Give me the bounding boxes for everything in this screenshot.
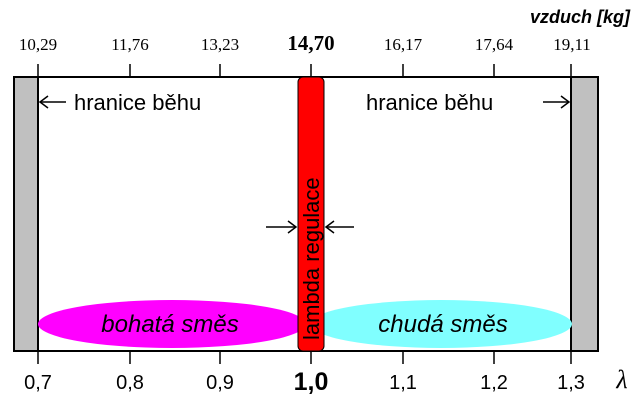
bottom-tick-label-5: 1,2 bbox=[480, 372, 508, 394]
bottom-tick-label-4: 1,1 bbox=[389, 372, 417, 394]
bottom-tick-labels: 0,7 0,8 0,9 1,0 1,1 1,2 1,3 bbox=[24, 368, 585, 396]
left-limit-label: hranice běhu bbox=[74, 90, 201, 115]
lean-mixture-label: chudá směs bbox=[378, 311, 507, 338]
bottom-tick-label-2: 0,9 bbox=[206, 372, 234, 394]
rich-mixture-label: bohatá směs bbox=[101, 311, 238, 338]
bottom-tick-label-3: 1,0 bbox=[294, 368, 329, 396]
top-tick-label-2: 13,23 bbox=[201, 35, 239, 54]
lambda-symbol: λ bbox=[615, 365, 627, 394]
top-tick-label-3: 14,70 bbox=[287, 31, 334, 55]
lambda-regulation-label: lambda regulace bbox=[299, 177, 324, 340]
bottom-tick-label-6: 1,3 bbox=[557, 372, 585, 394]
right-limit-zone bbox=[571, 77, 598, 351]
axis-ticks bbox=[37, 64, 572, 364]
top-tick-label-5: 17,64 bbox=[475, 35, 514, 54]
top-tick-label-0: 10,29 bbox=[19, 35, 57, 54]
top-tick-label-1: 11,76 bbox=[111, 35, 149, 54]
lambda-regulation-band bbox=[297, 76, 325, 352]
top-tick-label-6: 19,11 bbox=[553, 35, 591, 54]
lambda-converge-arrows bbox=[266, 220, 354, 234]
right-limit-arrow bbox=[543, 95, 571, 109]
top-tick-labels: 10,29 11,76 13,23 14,70 16,17 17,64 19,1… bbox=[19, 31, 591, 55]
top-axis-title: vzduch [kg] bbox=[530, 7, 631, 27]
right-limit-label: hranice běhu bbox=[366, 90, 493, 115]
rich-mixture-ellipse bbox=[38, 300, 306, 348]
left-limit-zone bbox=[14, 77, 38, 351]
lean-mixture-ellipse bbox=[310, 300, 572, 348]
top-tick-label-4: 16,17 bbox=[384, 35, 423, 54]
bottom-tick-label-1: 0,8 bbox=[116, 372, 144, 394]
left-limit-arrow bbox=[38, 95, 66, 109]
bottom-tick-label-0: 0,7 bbox=[24, 372, 52, 394]
